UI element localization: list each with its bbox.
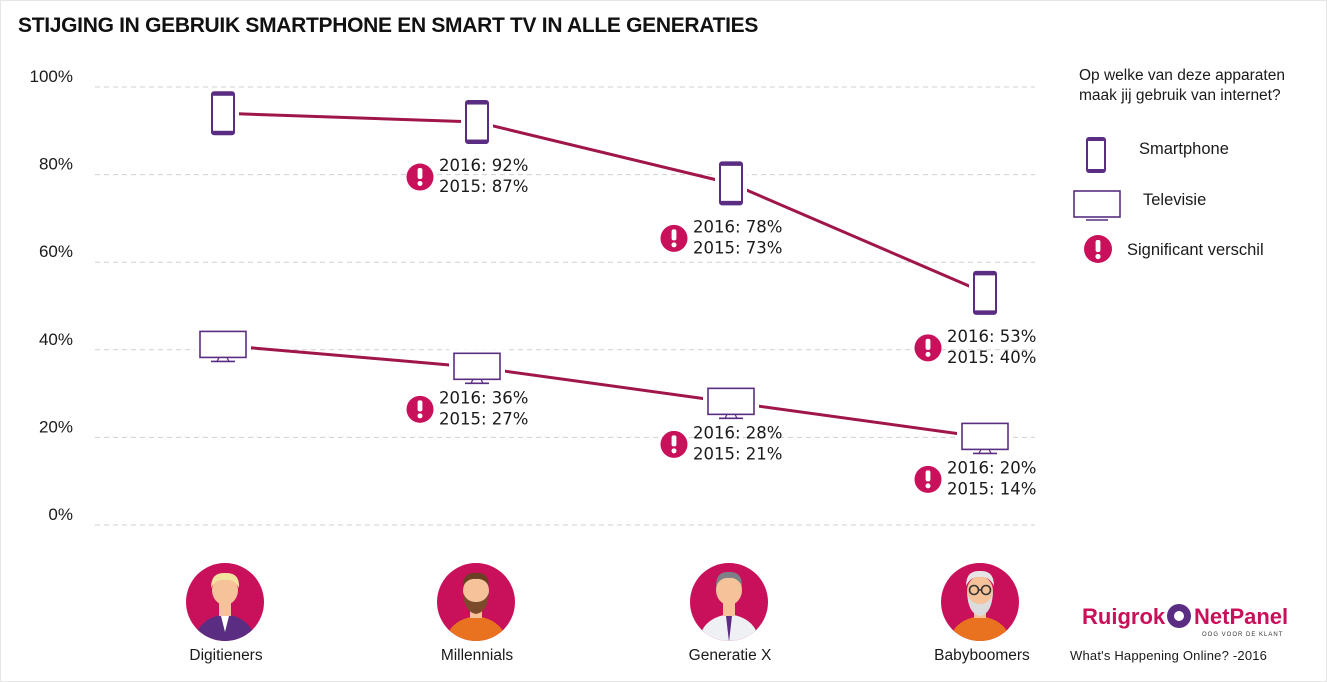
television-marker bbox=[703, 384, 759, 421]
generation-label-digitieners: Digitieners bbox=[189, 647, 263, 664]
legend-label-smartphone: Smartphone bbox=[1139, 140, 1229, 158]
source-text: What's Happening Online? -2016 bbox=[1070, 648, 1268, 663]
legend-label-television: Televisie bbox=[1143, 191, 1207, 209]
annotation-2016: 2016: 53% bbox=[947, 327, 1036, 346]
y-tick-label: 100% bbox=[30, 67, 73, 86]
significant-badge-dot bbox=[925, 483, 931, 489]
television-marker bbox=[957, 419, 1013, 456]
legend-label-significant: Significant verschil bbox=[1127, 241, 1264, 259]
significant-badge-mark bbox=[671, 435, 677, 447]
significant-badge-mark bbox=[925, 470, 931, 482]
series-line-televisie bbox=[221, 343, 987, 439]
significant-badge-dot bbox=[671, 448, 677, 454]
annotation-2016: 2016: 78% bbox=[693, 217, 782, 236]
smartphone-marker bbox=[715, 159, 747, 208]
significant-badge-mark bbox=[671, 229, 677, 241]
significant-icon bbox=[1084, 235, 1112, 263]
svg-text:Ruigrok: Ruigrok bbox=[1082, 604, 1166, 629]
chart-title: STIJGING IN GEBRUIK SMARTPHONE EN SMART … bbox=[18, 14, 759, 37]
series-line-smartphone bbox=[221, 111, 987, 295]
annotation-2015: 2015: 87% bbox=[439, 177, 528, 196]
smartphone-marker bbox=[969, 268, 1001, 317]
svg-text:OOG VOOR DE KLANT: OOG VOOR DE KLANT bbox=[1202, 632, 1283, 638]
significant-badge-dot bbox=[671, 242, 677, 248]
svg-text:NetPanel: NetPanel bbox=[1194, 604, 1288, 629]
television-marker bbox=[449, 349, 505, 386]
annotation-2015: 2015: 73% bbox=[693, 238, 782, 257]
generation-label-millennials: Millennials bbox=[440, 647, 514, 664]
generation-label-generatie-x: Generatie X bbox=[688, 647, 772, 664]
annotation-2015: 2015: 27% bbox=[439, 409, 528, 428]
ruigrok-netpanel-logo: Ruigrok NetPanel OOG VOOR DE KLANT bbox=[1082, 604, 1288, 638]
television-marker bbox=[195, 327, 251, 364]
significant-badge-mark bbox=[925, 338, 931, 350]
annotation-2016: 2016: 92% bbox=[439, 156, 528, 175]
y-tick-label: 20% bbox=[39, 417, 73, 436]
significant-badge-mark bbox=[417, 168, 423, 180]
y-tick-label: 0% bbox=[48, 505, 73, 524]
avatar-generatie-x bbox=[690, 563, 768, 641]
annotation-2016: 2016: 20% bbox=[947, 458, 1036, 477]
generation-label-babyboomers: Babyboomers bbox=[934, 647, 1030, 664]
y-tick-label: 60% bbox=[39, 242, 73, 261]
annotation-2015: 2015: 21% bbox=[693, 444, 782, 463]
television-icon bbox=[1073, 190, 1121, 221]
significant-badge-mark bbox=[417, 400, 423, 412]
y-tick-label: 80% bbox=[39, 155, 73, 174]
annotation-2015: 2015: 14% bbox=[947, 479, 1036, 498]
annotation-2016: 2016: 36% bbox=[439, 388, 528, 407]
smartphone-icon bbox=[1086, 137, 1106, 173]
significant-badge-dot bbox=[417, 181, 423, 187]
smartphone-marker bbox=[207, 89, 239, 138]
smartphone-marker bbox=[461, 98, 493, 147]
legend-question: Op welke van deze apparaten maak jij geb… bbox=[1079, 67, 1285, 104]
annotation-2016: 2016: 28% bbox=[693, 423, 782, 442]
y-tick-label: 40% bbox=[39, 330, 73, 349]
avatar-millennials bbox=[437, 563, 515, 641]
significant-badge-dot bbox=[417, 413, 423, 419]
annotation-2015: 2015: 40% bbox=[947, 348, 1036, 367]
avatar-babyboomers bbox=[941, 563, 1019, 641]
avatar-digitieners bbox=[186, 563, 264, 641]
significant-badge-dot bbox=[925, 351, 931, 357]
